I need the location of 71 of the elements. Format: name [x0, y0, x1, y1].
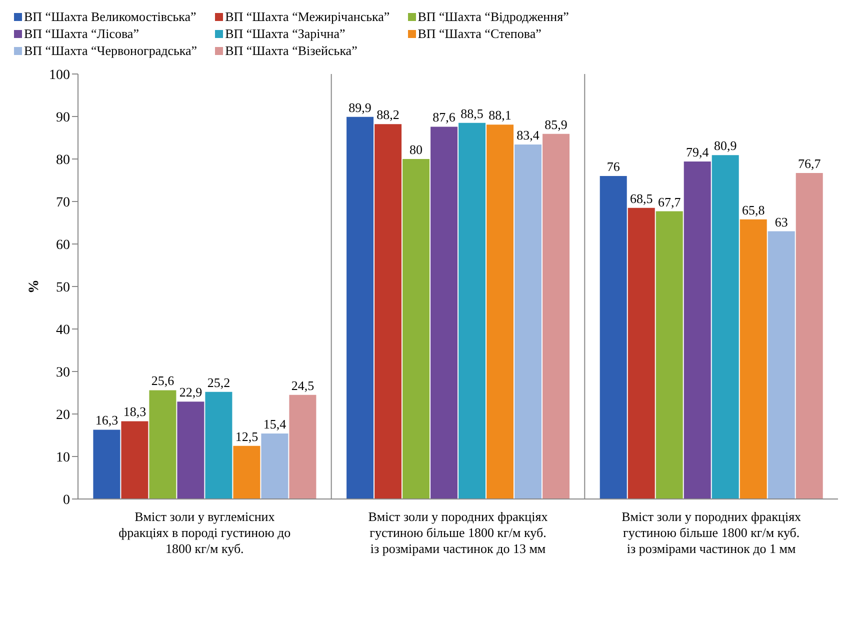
y-tick-label: 20 [56, 408, 70, 423]
data-label: 88,1 [488, 108, 512, 123]
bar [628, 208, 655, 499]
legend-label: ВП “Шахта “Межирічанська” [225, 8, 390, 25]
data-label: 25,2 [207, 374, 230, 390]
bar [121, 421, 148, 499]
legend-label: ВП “Шахта “Степова” [418, 25, 542, 42]
legend-label: ВП “Шахта “Зарічна” [225, 25, 346, 42]
data-label: 80,9 [714, 138, 737, 154]
legend-label: ВП “Шахта “Лісова” [24, 25, 139, 42]
y-tick-label: 90 [56, 110, 70, 126]
bar [233, 446, 260, 499]
data-label: 83,4 [516, 128, 540, 143]
bar [514, 144, 542, 499]
data-label: 76 [606, 159, 620, 174]
bar [149, 390, 176, 499]
bar [205, 392, 232, 499]
legend-label: ВП “Шахта Великомостівська” [24, 8, 196, 25]
bar [684, 162, 711, 499]
y-tick-label: 0 [63, 492, 70, 508]
data-label: 89,9 [348, 100, 372, 115]
data-label: 65,8 [742, 202, 765, 218]
bar [486, 124, 514, 499]
y-tick-label: 50 [56, 280, 70, 296]
y-tick-label: 40 [56, 322, 70, 338]
data-label: 80 [410, 142, 423, 157]
data-label: 88,2 [376, 107, 400, 122]
data-label: 79,4 [686, 144, 710, 160]
data-label: 22,9 [179, 384, 202, 400]
data-label: 87,6 [432, 110, 456, 125]
y-tick-label: 70 [56, 195, 70, 210]
data-label: 25,6 [151, 373, 175, 388]
data-label: 15,4 [263, 416, 287, 432]
y-tick-label: 10 [56, 450, 70, 466]
legend-label: ВП “Шахта “Відродження” [418, 8, 569, 25]
bar [402, 159, 430, 499]
legend-label: ВП “Шахта “Червоноградська” [24, 42, 198, 59]
bar [542, 134, 570, 499]
data-label: 63 [774, 214, 788, 230]
bar [600, 176, 627, 499]
data-label: 88,5 [460, 106, 484, 121]
bar [289, 394, 316, 499]
bar [796, 173, 823, 499]
legend-label: ВП “Шахта “Візейська” [225, 42, 358, 59]
x-tick-label: Вміст золи у породних фракціях густиною більше 1800 кг/м куб. із розмірами частинок до 13 мм [368, 509, 548, 556]
bar [374, 124, 402, 499]
bar [458, 122, 486, 499]
bar [712, 155, 739, 499]
bar [740, 219, 767, 499]
y-tick-label: 30 [56, 365, 70, 380]
data-label: 67,7 [658, 194, 682, 210]
data-label: 85,9 [544, 116, 568, 132]
y-axis-title: % [26, 280, 42, 294]
bar [656, 211, 683, 499]
y-tick-label: 100 [49, 68, 70, 83]
data-label: 12,5 [235, 428, 258, 444]
data-label: 24,5 [291, 378, 314, 393]
bar [430, 126, 458, 499]
data-label: 76,7 [798, 156, 822, 172]
bar [177, 402, 204, 499]
bar [346, 116, 374, 499]
bar [768, 231, 795, 499]
data-label: 16,3 [95, 412, 118, 428]
y-tick-label: 80 [56, 152, 70, 168]
x-tick-label: Вміст золи у вуглемісних фракціях в породі густиною до 1800 кг/м куб. [118, 509, 291, 556]
bar [261, 434, 288, 499]
x-tick-label: Вміст золи у породних фракціях густиною більше 1800 кг/м куб. із розмірами частинок до 1 мм [622, 509, 802, 556]
data-label: 18,3 [123, 404, 146, 420]
data-label: 68,5 [630, 190, 653, 206]
y-tick-label: 60 [56, 238, 70, 253]
bar [93, 430, 120, 499]
